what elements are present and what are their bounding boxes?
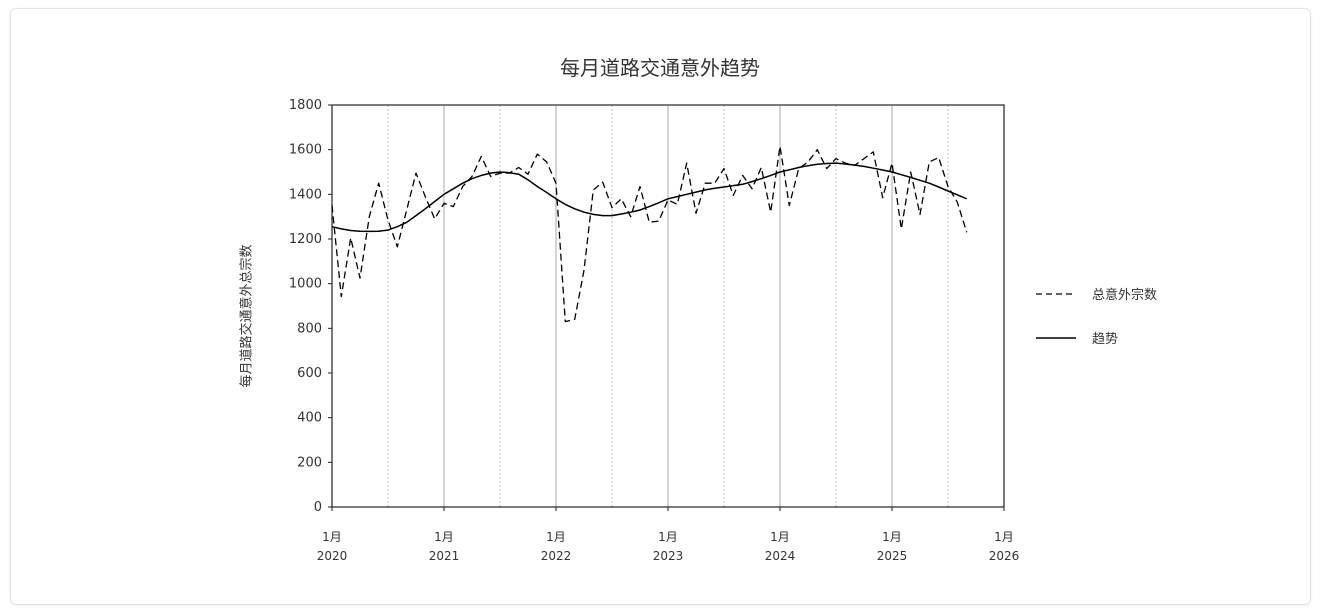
x-tick-year-label: 2020 <box>317 549 348 563</box>
x-tick-month-label: 1月 <box>322 530 342 544</box>
x-tick-month-label: 1月 <box>770 530 790 544</box>
chart-card <box>10 8 1311 605</box>
y-tick-label: 1600 <box>289 143 322 158</box>
x-tick-year-label: 2025 <box>877 549 908 563</box>
x-tick-month-label: 1月 <box>994 530 1014 544</box>
solid-line-swatch-icon <box>1036 336 1076 339</box>
y-tick-label: 200 <box>297 455 322 470</box>
trend-line <box>331 162 967 233</box>
y-tick-label: 0 <box>314 500 322 515</box>
x-tick-year-label: 2022 <box>541 549 572 563</box>
x-tick-year-label: 2024 <box>765 549 796 563</box>
y-tick-label: 400 <box>297 411 322 426</box>
x-tick-month-label: 1月 <box>546 530 566 544</box>
total-accidents-line <box>331 145 968 323</box>
x-tick-month-label: 1月 <box>658 530 678 544</box>
y-tick-label: 1200 <box>289 232 322 247</box>
y-tick-label: 600 <box>297 366 322 381</box>
legend-item-trend[interactable]: 趋势 <box>1036 328 1118 347</box>
dashed-line-swatch-icon <box>1036 292 1076 295</box>
x-tick-year-label: 2023 <box>653 549 684 563</box>
x-tick-year-label: 2026 <box>989 549 1020 563</box>
x-tick-year-label: 2021 <box>429 549 460 563</box>
y-tick-label: 1000 <box>289 277 322 292</box>
y-tick-label: 1800 <box>289 98 322 113</box>
chart-title: 每月道路交通意外趋势 <box>560 56 760 80</box>
y-tick-label: 1400 <box>289 187 322 202</box>
legend-label: 总意外宗数 <box>1092 288 1158 303</box>
y-tick-label: 800 <box>297 321 322 336</box>
x-tick-month-label: 1月 <box>882 530 902 544</box>
legend-item-total[interactable]: 总意外宗数 <box>1036 284 1157 303</box>
x-tick-month-label: 1月 <box>434 530 454 544</box>
legend-label: 趋势 <box>1092 332 1119 347</box>
